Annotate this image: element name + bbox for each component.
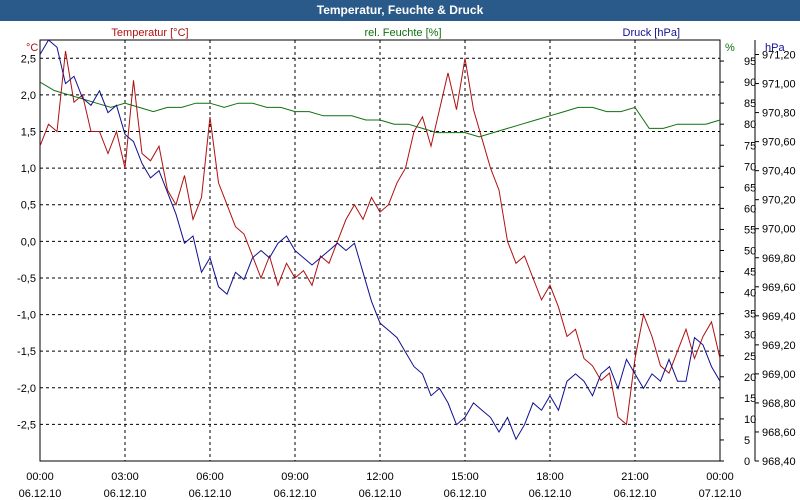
y-right-tick: 971,00 [762, 79, 796, 91]
x-tick-date: 06.12.10 [614, 488, 657, 500]
y-mid-tick: 10 [744, 414, 756, 426]
y-mid-tick: 65 [744, 182, 756, 194]
x-tick-time: 06:00 [196, 471, 224, 483]
x-tick-time: 12:00 [366, 471, 394, 483]
y-mid-tick: 0 [744, 456, 750, 468]
x-tick-time: 09:00 [281, 471, 309, 483]
y-mid-tick: 25 [744, 351, 756, 363]
x-tick-time: 18:00 [536, 471, 564, 483]
y-right-tick: 968,60 [762, 427, 796, 439]
y-mid-tick: 70 [744, 161, 756, 173]
y-mid-tick: 95 [744, 56, 756, 68]
y-mid-tick: 80 [744, 119, 756, 131]
x-tick-date: 06.12.10 [444, 488, 487, 500]
y-right-tick: 970,60 [762, 137, 796, 149]
y-right-tick: 970,20 [762, 195, 796, 207]
y-left-tick: -2,0 [17, 383, 36, 395]
x-tick-date: 06.12.10 [359, 488, 402, 500]
y-left-tick: 2,5 [21, 53, 36, 65]
y-mid-tick: 35 [744, 309, 756, 321]
x-tick-time: 00:00 [26, 471, 54, 483]
unit-mid-label: % [725, 42, 735, 54]
y-left-tick: 1,0 [21, 163, 36, 175]
y-right-tick: 970,80 [762, 108, 796, 120]
y-mid-tick: 30 [744, 330, 756, 342]
y-right-tick: 969,20 [762, 340, 796, 352]
y-left-tick: -0,5 [17, 273, 36, 285]
x-tick-time: 00:00 [706, 471, 734, 483]
y-mid-tick: 55 [744, 224, 756, 236]
legend-temperature: Temperatur [°C] [111, 27, 188, 39]
y-right-tick: 970,00 [762, 224, 796, 236]
series-line-temperature [39, 50, 721, 426]
x-tick-date: 06.12.10 [274, 488, 317, 500]
y-mid-tick: 90 [744, 77, 756, 89]
y-mid-tick: 20 [744, 372, 756, 384]
x-tick-time: 15:00 [451, 471, 479, 483]
y-right-tick: 969,40 [762, 311, 796, 323]
y-left-tick: -1,5 [17, 346, 36, 358]
chart-area: 00:00 06.12.10 03:00 06.12.10 06:00 06.12.10 0… [17, 27, 796, 500]
series-line-humidity [39, 81, 721, 138]
x-tick-date: 06.12.10 [529, 488, 572, 500]
series-group [39, 39, 721, 441]
y-mid-tick: 85 [744, 98, 756, 110]
y-left-tick: 0,5 [21, 200, 36, 212]
x-tick-date: 06.12.10 [19, 488, 62, 500]
y-mid-tick: 40 [744, 288, 756, 300]
y-mid-tick: 75 [744, 140, 756, 152]
y-mid-tick: 5 [744, 435, 750, 447]
y-mid-tick: 50 [744, 246, 756, 258]
y-right-tick: 969,60 [762, 282, 796, 294]
y-right-tick: 968,80 [762, 398, 796, 410]
x-tick-time: 03:00 [111, 471, 139, 483]
y-mid-tick: 15 [744, 393, 756, 405]
y-right-tick: 971,20 [762, 50, 796, 62]
y-left-tick: -2,5 [17, 419, 36, 431]
y-right-tick: 969,00 [762, 369, 796, 381]
x-tick-date: 06.12.10 [189, 488, 232, 500]
x-tick-date: 06.12.10 [104, 488, 147, 500]
series-line-pressure [39, 39, 721, 441]
window-title: Temperatur, Feuchte & Druck [0, 0, 800, 21]
x-tick-date: 07.12.10 [699, 488, 742, 500]
legend-pressure: Druck [hPa] [623, 27, 680, 39]
y-right-tick: 968,40 [762, 456, 796, 468]
y-left-tick: 1,5 [21, 127, 36, 139]
y-right-tick: 969,80 [762, 253, 796, 265]
unit-right-label: hPa [765, 42, 785, 54]
legend-humidity: rel. Feuchte [%] [364, 27, 441, 39]
y-left-tick: -1,0 [17, 310, 36, 322]
y-left-tick: 2,0 [21, 90, 36, 102]
y-left-tick: 0,0 [21, 236, 36, 248]
y-mid-tick: 45 [744, 267, 756, 279]
grid-lines [40, 40, 720, 461]
axes-group: 00:00 06.12.10 03:00 06.12.10 06:00 06.12.10 0… [17, 40, 796, 500]
unit-left-label: °C [26, 42, 38, 54]
y-mid-tick: 60 [744, 203, 756, 215]
x-tick-time: 21:00 [621, 471, 649, 483]
y-right-tick: 970,40 [762, 166, 796, 178]
